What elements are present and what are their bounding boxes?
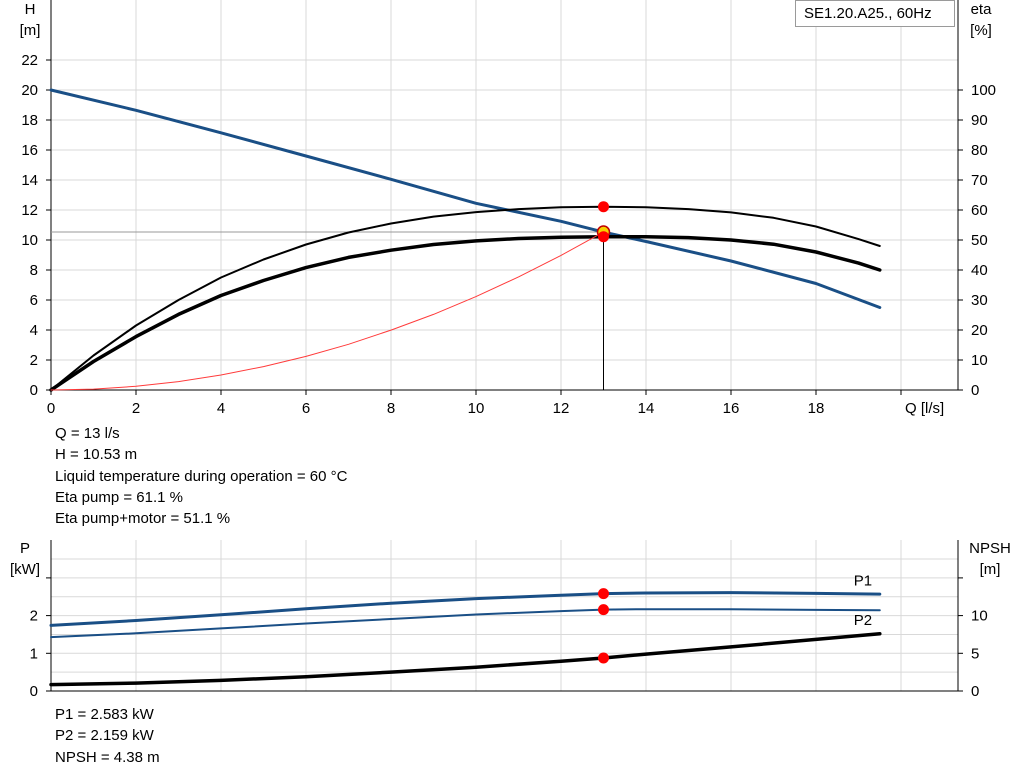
series-layer [49, 88, 882, 687]
p-axis-title: P [20, 540, 30, 557]
x-tick-label-12: 12 [553, 400, 570, 417]
info-p2: P2 = 2.159 kW [55, 727, 154, 745]
x-tick-label-8: 8 [387, 400, 395, 417]
y-left-tick-label-8: 8 [30, 262, 38, 279]
y-right-tick-label-50: 50 [971, 232, 988, 249]
series-system-curve [50, 231, 604, 391]
y-left-tick-label-16: 16 [21, 142, 38, 159]
marker-layer [596, 201, 611, 664]
info-npsh: NPSH = 4.38 m [55, 748, 160, 766]
info-eta-pump: Eta pump = 61.1 % [55, 488, 183, 506]
p-tick-label-1: 1 [30, 645, 38, 662]
y-left-tick-label-0: 0 [30, 382, 38, 399]
p-tick-label-2: 2 [30, 608, 38, 625]
x-tick-label-16: 16 [723, 400, 740, 417]
y-right-tick-label-10: 10 [971, 352, 988, 369]
series-eta-pump-motor [49, 234, 882, 392]
npsh-axis-unit: [m] [980, 561, 1001, 578]
marker-eta-total [598, 231, 609, 243]
y-right-tick-label-80: 80 [971, 142, 988, 159]
y-right-tick-label-0: 0 [971, 382, 979, 399]
label-layer: 0 2 4 6 8 10 12 14 16 180246810121416182022010203… [10, 1, 1011, 700]
duty-point-info: Q = 13 l/s H = 10.53 m Liquid temperatur… [55, 423, 347, 529]
y-right-axis-title: eta [971, 1, 993, 18]
marker-p1 [598, 588, 609, 600]
y-left-tick-label-2: 2 [30, 352, 38, 369]
x-tick-label-14: 14 [638, 400, 655, 417]
y-right-axis-unit: [%] [970, 22, 992, 39]
info-liquid-temp: Liquid temperature during operation = 60… [55, 467, 348, 485]
y-left-tick-label-4: 4 [30, 322, 38, 339]
x-tick-label-0: 0 [47, 400, 55, 417]
series-npsh [49, 631, 882, 687]
info-eta-total: Eta pump+motor = 51.1 % [55, 510, 231, 528]
x-axis-title: Q [l/s] [905, 400, 944, 417]
x-tick-label-2: 2 [132, 400, 140, 417]
chart-title: SE1.20.A25., 60Hz [804, 5, 932, 22]
y-left-tick-label-12: 12 [21, 202, 38, 219]
npsh-tick-label-5: 5 [971, 645, 979, 662]
series-eta-pump [50, 205, 881, 391]
y-left-tick-label-18: 18 [21, 112, 38, 129]
y-left-axis-title: H [25, 1, 36, 18]
grid-layer [51, 0, 958, 691]
y-right-tick-label-30: 30 [971, 292, 988, 309]
marker-p2 [598, 604, 609, 616]
axes-layer [46, 0, 963, 692]
y-right-tick-label-90: 90 [971, 112, 988, 129]
series-label-p2: P2 [854, 612, 872, 629]
x-tick-label-18: 18 [808, 400, 825, 417]
y-right-tick-label-100: 100 [971, 82, 996, 99]
npsh-tick-label-10: 10 [971, 608, 988, 625]
info-p1: P1 = 2.583 kW [55, 706, 154, 723]
npsh-tick-label-0: 0 [971, 683, 979, 700]
x-tick-label-4: 4 [217, 400, 225, 417]
info-h: H = 10.53 m [55, 446, 138, 464]
series-h [49, 88, 882, 309]
y-left-tick-label-14: 14 [21, 172, 38, 189]
p-tick-label-0: 0 [30, 683, 38, 700]
p-axis-unit: [kW] [10, 561, 40, 578]
info-q: Q = 13 l/s [55, 425, 120, 442]
x-tick-label-10: 10 [468, 400, 485, 417]
x-tick-label-6: 6 [302, 400, 310, 417]
y-left-axis-unit: [m] [20, 22, 41, 39]
chart-title-box: SE1.20.A25., 60Hz [795, 0, 955, 27]
marker-eta-pump [598, 201, 609, 213]
npsh-axis-title: NPSH [969, 540, 1011, 557]
y-left-tick-label-10: 10 [21, 232, 38, 249]
y-left-tick-label-20: 20 [21, 82, 38, 99]
series-p2 [50, 608, 881, 639]
series-label-p1: P1 [854, 572, 872, 589]
y-right-tick-label-70: 70 [971, 172, 988, 189]
power-info: P1 = 2.583 kW P2 = 2.159 kW NPSH = 4.38 … [55, 704, 160, 768]
series-p1 [49, 591, 882, 627]
y-left-tick-label-22: 22 [21, 52, 38, 69]
y-right-tick-label-40: 40 [971, 262, 988, 279]
y-right-tick-label-60: 60 [971, 202, 988, 219]
y-left-tick-label-6: 6 [30, 292, 38, 309]
y-right-tick-label-20: 20 [971, 322, 988, 339]
marker-npsh [598, 652, 609, 664]
